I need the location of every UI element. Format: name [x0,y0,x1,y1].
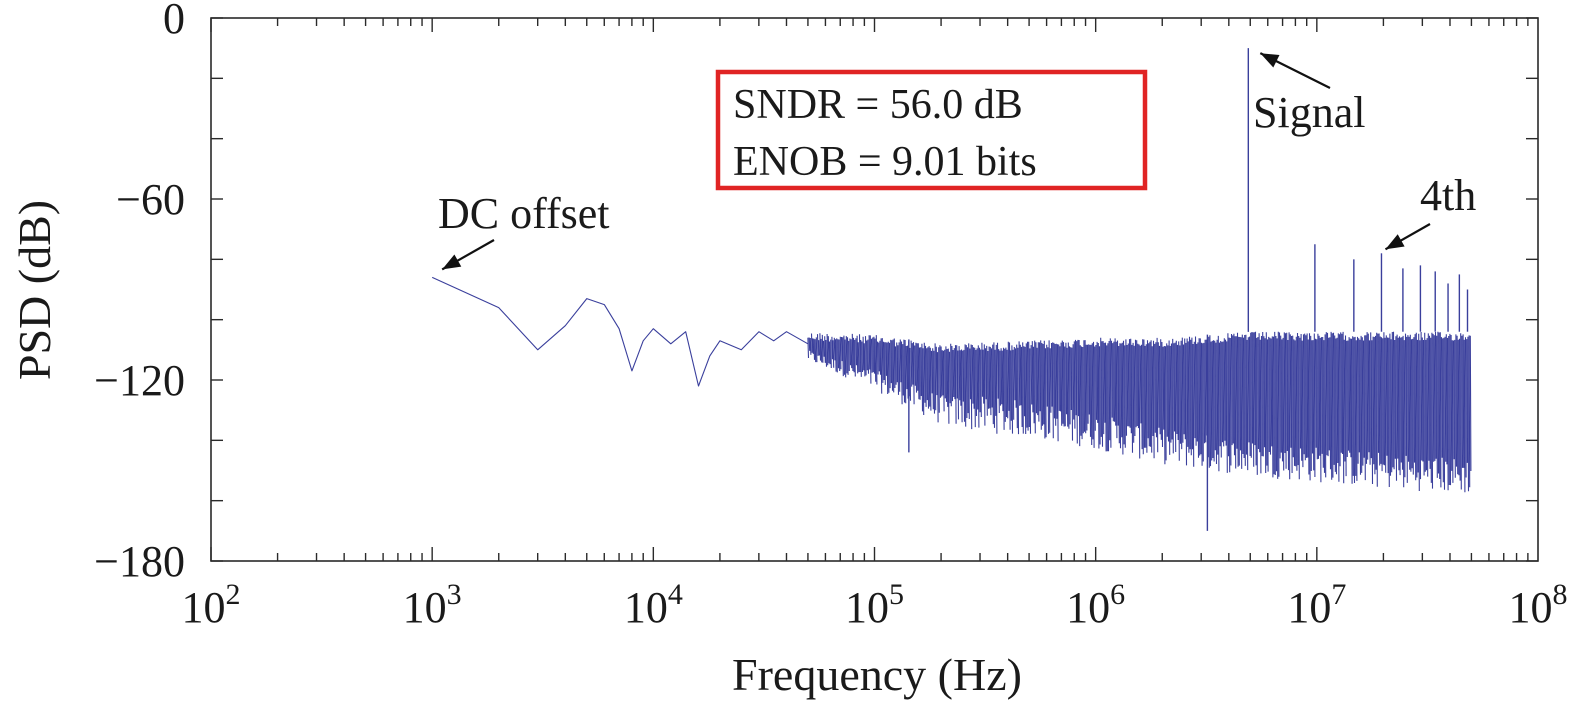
sndr-text: SNDR = 56.0 dB [733,82,1023,128]
metrics-box-border [715,69,1148,191]
spectrum-trace-low [431,276,809,387]
x-tick-label: 103 [403,578,462,632]
x-tick-label: 102 [182,578,241,632]
x-tick-label: 105 [845,578,904,632]
signal-arrow-head [1260,53,1280,68]
enob-text: ENOB = 9.01 bits [733,139,1037,185]
y-axis-label: PSD (dB) [9,200,60,380]
metrics-box: SNDR = 56.0 dB ENOB = 9.01 bits [715,69,1148,191]
x-tick-label: 104 [624,578,683,632]
x-axis-label: Frequency (Hz) [732,649,1022,700]
x-tick-label: 107 [1287,578,1346,632]
y-tick-label: 0 [163,0,185,43]
y-tick-label: −60 [116,175,185,224]
annotation-layer: DC offset Signal 4th [438,52,1476,271]
x-tick-label: 106 [1066,578,1125,632]
signal-label: Signal [1253,88,1365,137]
dc-offset-label: DC offset [438,189,610,238]
ticks-layer [210,17,1538,562]
fourth-harmonic-label: 4th [1420,171,1476,220]
y-tick-label: −120 [94,356,185,405]
x-tick-label: 108 [1509,578,1568,632]
dc-offset-arrow-head [442,254,462,270]
spectrum-layer [431,48,1472,531]
y-tick-label: −180 [94,537,185,586]
spectrum-noise-floor [807,331,1472,493]
fourth-harmonic-arrow-head [1385,234,1405,250]
tick-labels-layer: 102 103 104 105 106 107 108 0 −60 −120 −180 [94,0,1567,632]
